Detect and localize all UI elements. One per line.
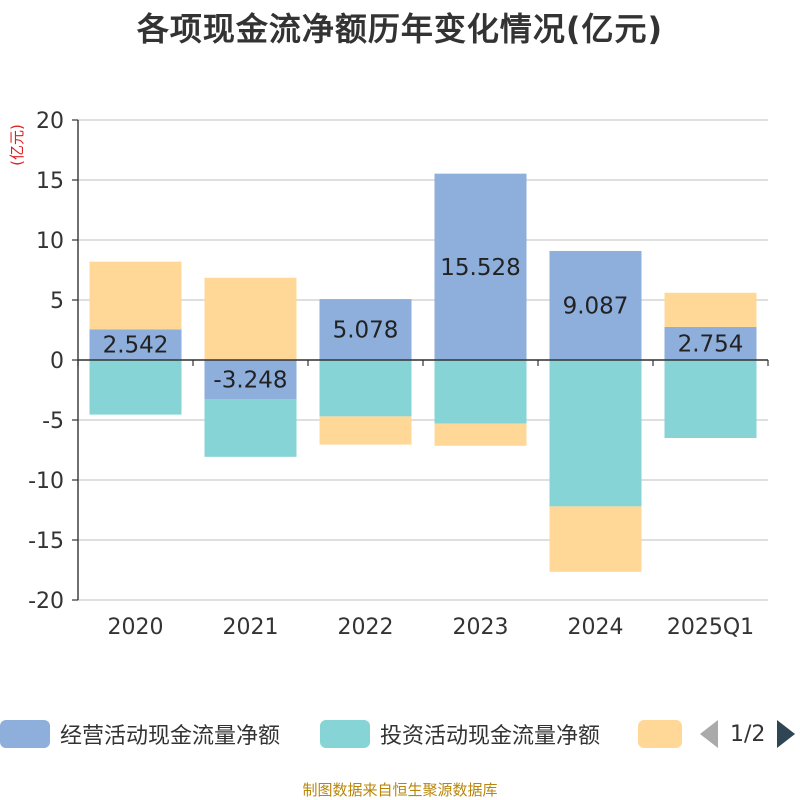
- legend-label-investing: 投资活动现金流量净额: [380, 724, 601, 749]
- data-label: 2.754: [678, 331, 744, 357]
- x-tick-label: 2023: [453, 615, 509, 640]
- legend-label-operating: 经营活动现金流量净额: [60, 724, 281, 749]
- legend-page-indicator: 1/2: [730, 721, 766, 747]
- grid-lines: [78, 119, 768, 601]
- legend-item-operating[interactable]: 经营活动现金流量净额: [0, 716, 280, 752]
- axes: 20 15 10 5 0 -5 -10 -15 -20 2020 2021 2022 2023 2024 2…: [28, 109, 769, 640]
- y-tick-label: 0: [50, 349, 64, 374]
- bar-segment-series-1[interactable]: [664, 360, 757, 438]
- data-label: -3.248: [213, 367, 287, 393]
- y-tick-label: 10: [36, 229, 64, 254]
- bar-segment-series-2[interactable]: [549, 506, 642, 572]
- y-axis-label: (亿元): [8, 124, 26, 166]
- legend: 经营活动现金流量净额 投资活动现金流量净额 1/2: [0, 716, 800, 756]
- bar-segment-series-2[interactable]: [319, 416, 412, 445]
- prev-page-icon[interactable]: [700, 720, 718, 748]
- bar-segment-series-1[interactable]: [319, 360, 412, 417]
- bar-segment-series-1[interactable]: [204, 398, 297, 457]
- bar-segment-series-0[interactable]: [319, 299, 412, 360]
- chart-title: 各项现金流净额历年变化情况(亿元): [136, 10, 664, 48]
- x-tick-label: 2024: [568, 615, 624, 640]
- bar-segment-series-0[interactable]: [89, 329, 182, 360]
- x-tick-label: 2020: [108, 615, 164, 640]
- y-tick-label: 20: [36, 109, 64, 134]
- data-labels: 2.542 -3.248 5.078 15.528 9.087 2.754: [103, 255, 744, 394]
- y-tick-label: 15: [36, 169, 64, 194]
- legend-item-investing[interactable]: 投资活动现金流量净额: [320, 716, 600, 752]
- data-label: 15.528: [440, 255, 520, 281]
- bar-segment-series-1[interactable]: [434, 360, 527, 424]
- data-source-note: 制图数据来自恒生聚源数据库: [302, 781, 498, 799]
- x-tick-label: 2021: [223, 615, 279, 640]
- y-tick-label: -15: [28, 529, 64, 554]
- bar-segment-series-2[interactable]: [89, 261, 182, 330]
- bar-segment-series-0[interactable]: [434, 173, 527, 360]
- legend-item-third[interactable]: [638, 716, 682, 752]
- data-label: 5.078: [333, 318, 399, 344]
- bar-segment-series-1[interactable]: [549, 360, 642, 507]
- legend-swatch-investing: [320, 720, 370, 748]
- bar-segment-series-0[interactable]: [549, 250, 642, 360]
- y-tick-label: -5: [42, 409, 64, 434]
- x-tick-label: 2025Q1: [667, 615, 754, 640]
- legend-pager: 1/2: [700, 716, 796, 752]
- data-label: 2.542: [103, 333, 169, 359]
- bar-segment-series-2[interactable]: [204, 277, 297, 360]
- data-label: 9.087: [563, 293, 629, 319]
- x-tick-label: 2022: [338, 615, 394, 640]
- legend-swatch-operating: [0, 720, 50, 748]
- bar-segment-series-0[interactable]: [204, 360, 297, 399]
- next-page-icon[interactable]: [777, 720, 796, 748]
- bars: [89, 173, 757, 572]
- legend-swatch-third: [638, 720, 682, 748]
- bar-segment-series-2[interactable]: [664, 292, 757, 327]
- bar-segment-series-2[interactable]: [434, 423, 527, 446]
- y-tick-label: -20: [28, 589, 64, 614]
- bar-segment-series-0[interactable]: [664, 326, 757, 360]
- y-tick-label: -10: [28, 469, 64, 494]
- y-tick-label: 5: [50, 289, 64, 314]
- bar-segment-series-1[interactable]: [89, 360, 182, 415]
- stacked-bar-chart: 20 15 10 5 0 -5 -10 -15 -20 2020 2021 2022 2023 2024 2…: [8, 109, 769, 640]
